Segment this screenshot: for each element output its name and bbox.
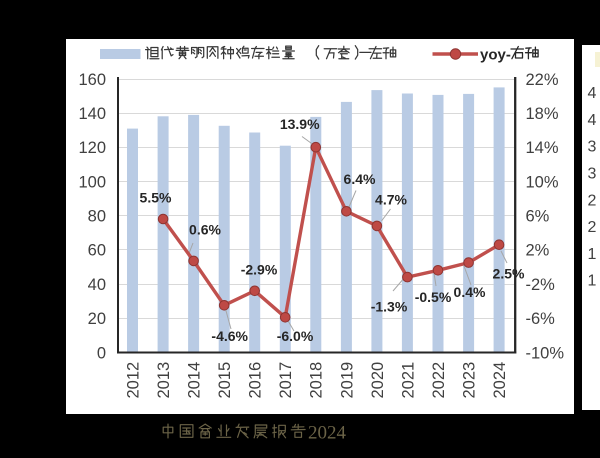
svg-text:80: 80 (88, 208, 106, 226)
svg-text:-2%: -2% (526, 276, 556, 294)
svg-text:3: 3 (588, 166, 597, 183)
svg-text:2.5%: 2.5% (493, 265, 525, 281)
svg-text:2017: 2017 (277, 362, 295, 399)
svg-text:120: 120 (78, 139, 106, 157)
svg-text:2015: 2015 (216, 362, 234, 399)
svg-text:20: 20 (88, 310, 106, 328)
svg-text:2024: 2024 (491, 362, 509, 399)
svg-text:yoy-: yoy- (480, 46, 511, 63)
svg-text:-4.6%: -4.6% (211, 328, 248, 344)
svg-text:4: 4 (588, 85, 597, 102)
svg-text:-2.9%: -2.9% (241, 261, 278, 277)
svg-text:-6%: -6% (526, 310, 556, 328)
svg-text:0: 0 (97, 344, 106, 362)
svg-text:-1.3%: -1.3% (371, 298, 408, 314)
svg-text:6%: 6% (526, 208, 550, 226)
svg-text:22%: 22% (526, 71, 559, 89)
svg-text:14%: 14% (526, 139, 559, 157)
svg-text:2018: 2018 (308, 362, 326, 399)
svg-text:-0.5%: -0.5% (415, 289, 452, 305)
svg-text:2013: 2013 (155, 362, 173, 399)
svg-text:2023: 2023 (461, 362, 479, 399)
svg-text:160: 160 (78, 71, 106, 89)
svg-text:2: 2 (588, 192, 597, 209)
svg-text:1: 1 (588, 246, 597, 263)
svg-text:-6.0%: -6.0% (277, 328, 314, 344)
svg-text:2012: 2012 (124, 362, 142, 399)
svg-text:2020: 2020 (369, 362, 387, 399)
svg-text:100: 100 (78, 173, 106, 191)
svg-text:4.7%: 4.7% (375, 191, 407, 207)
svg-text:-10%: -10% (526, 344, 565, 362)
svg-text:0.4%: 0.4% (454, 284, 486, 300)
svg-text:0.6%: 0.6% (189, 221, 221, 237)
svg-text:4: 4 (588, 112, 597, 129)
svg-text:60: 60 (88, 242, 106, 260)
svg-text:2: 2 (588, 219, 597, 236)
svg-text:10%: 10% (526, 173, 559, 191)
svg-text:2%: 2% (526, 242, 550, 260)
svg-text:2014: 2014 (186, 362, 204, 399)
svg-text:2021: 2021 (399, 362, 417, 399)
svg-text:2022: 2022 (430, 362, 448, 399)
svg-text:140: 140 (78, 105, 106, 123)
svg-text:2016: 2016 (247, 362, 265, 399)
svg-text:5.5%: 5.5% (140, 189, 172, 205)
svg-text:40: 40 (88, 276, 106, 294)
svg-text:18%: 18% (526, 105, 559, 123)
svg-text:3: 3 (588, 139, 597, 156)
svg-text:2024: 2024 (308, 423, 347, 444)
svg-text:13.9%: 13.9% (280, 116, 320, 132)
svg-text:2019: 2019 (338, 362, 356, 399)
svg-text:1: 1 (588, 273, 597, 290)
svg-text:6.4%: 6.4% (344, 171, 376, 187)
